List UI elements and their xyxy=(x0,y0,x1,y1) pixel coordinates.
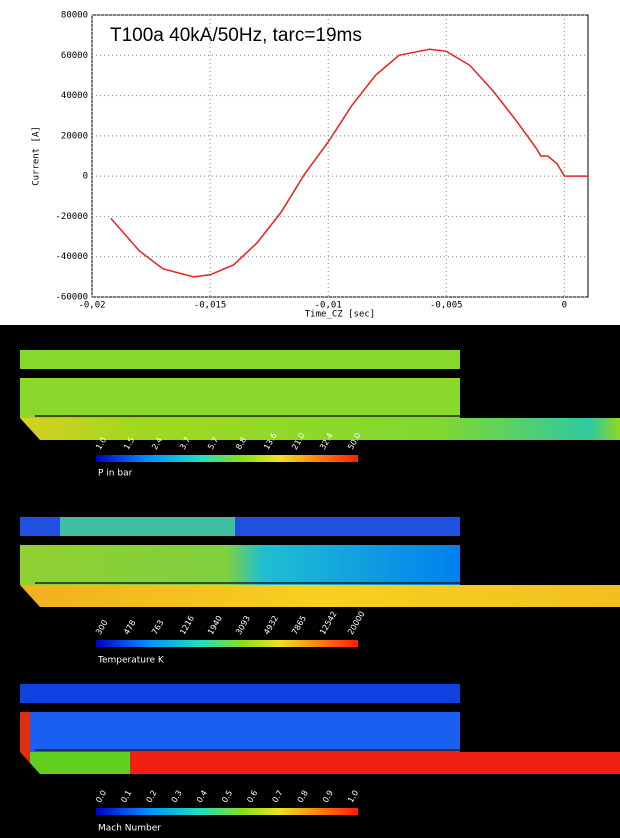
x-tick-label: -0,01 xyxy=(315,301,342,311)
y-tick-label: -60000 xyxy=(55,293,88,303)
colorbar-title: Mach Number xyxy=(98,824,161,834)
chart-title: T100a 40kA/50Hz, tarc=19ms xyxy=(110,25,362,46)
colorbar-title: Temperature K xyxy=(97,656,165,666)
y-tick-label: 60000 xyxy=(61,51,88,61)
x-tick-label: 0 xyxy=(562,301,567,311)
y-tick-label: -20000 xyxy=(55,212,88,222)
x-axis-label: Time_CZ [sec] xyxy=(305,310,375,320)
y-tick-label: 40000 xyxy=(61,91,88,101)
y-tick-label: 20000 xyxy=(61,131,88,141)
chart-background xyxy=(0,0,620,320)
y-axis-label: Current [A] xyxy=(32,126,42,186)
mach-field xyxy=(20,684,620,774)
x-tick-label: -0,015 xyxy=(194,301,227,311)
x-tick-label: -0,02 xyxy=(78,301,105,311)
colorbar xyxy=(96,455,358,462)
temperature-field xyxy=(20,517,620,607)
y-tick-label: 80000 xyxy=(61,11,88,21)
pressure-field xyxy=(20,350,620,440)
x-tick-label: -0,005 xyxy=(430,301,463,311)
colorbar xyxy=(96,808,358,815)
y-tick-label: -40000 xyxy=(55,252,88,262)
y-tick-label: 0 xyxy=(83,172,88,182)
colorbar xyxy=(96,640,358,647)
colorbar-title: P in bar xyxy=(98,469,133,479)
current-line xyxy=(110,48,588,278)
